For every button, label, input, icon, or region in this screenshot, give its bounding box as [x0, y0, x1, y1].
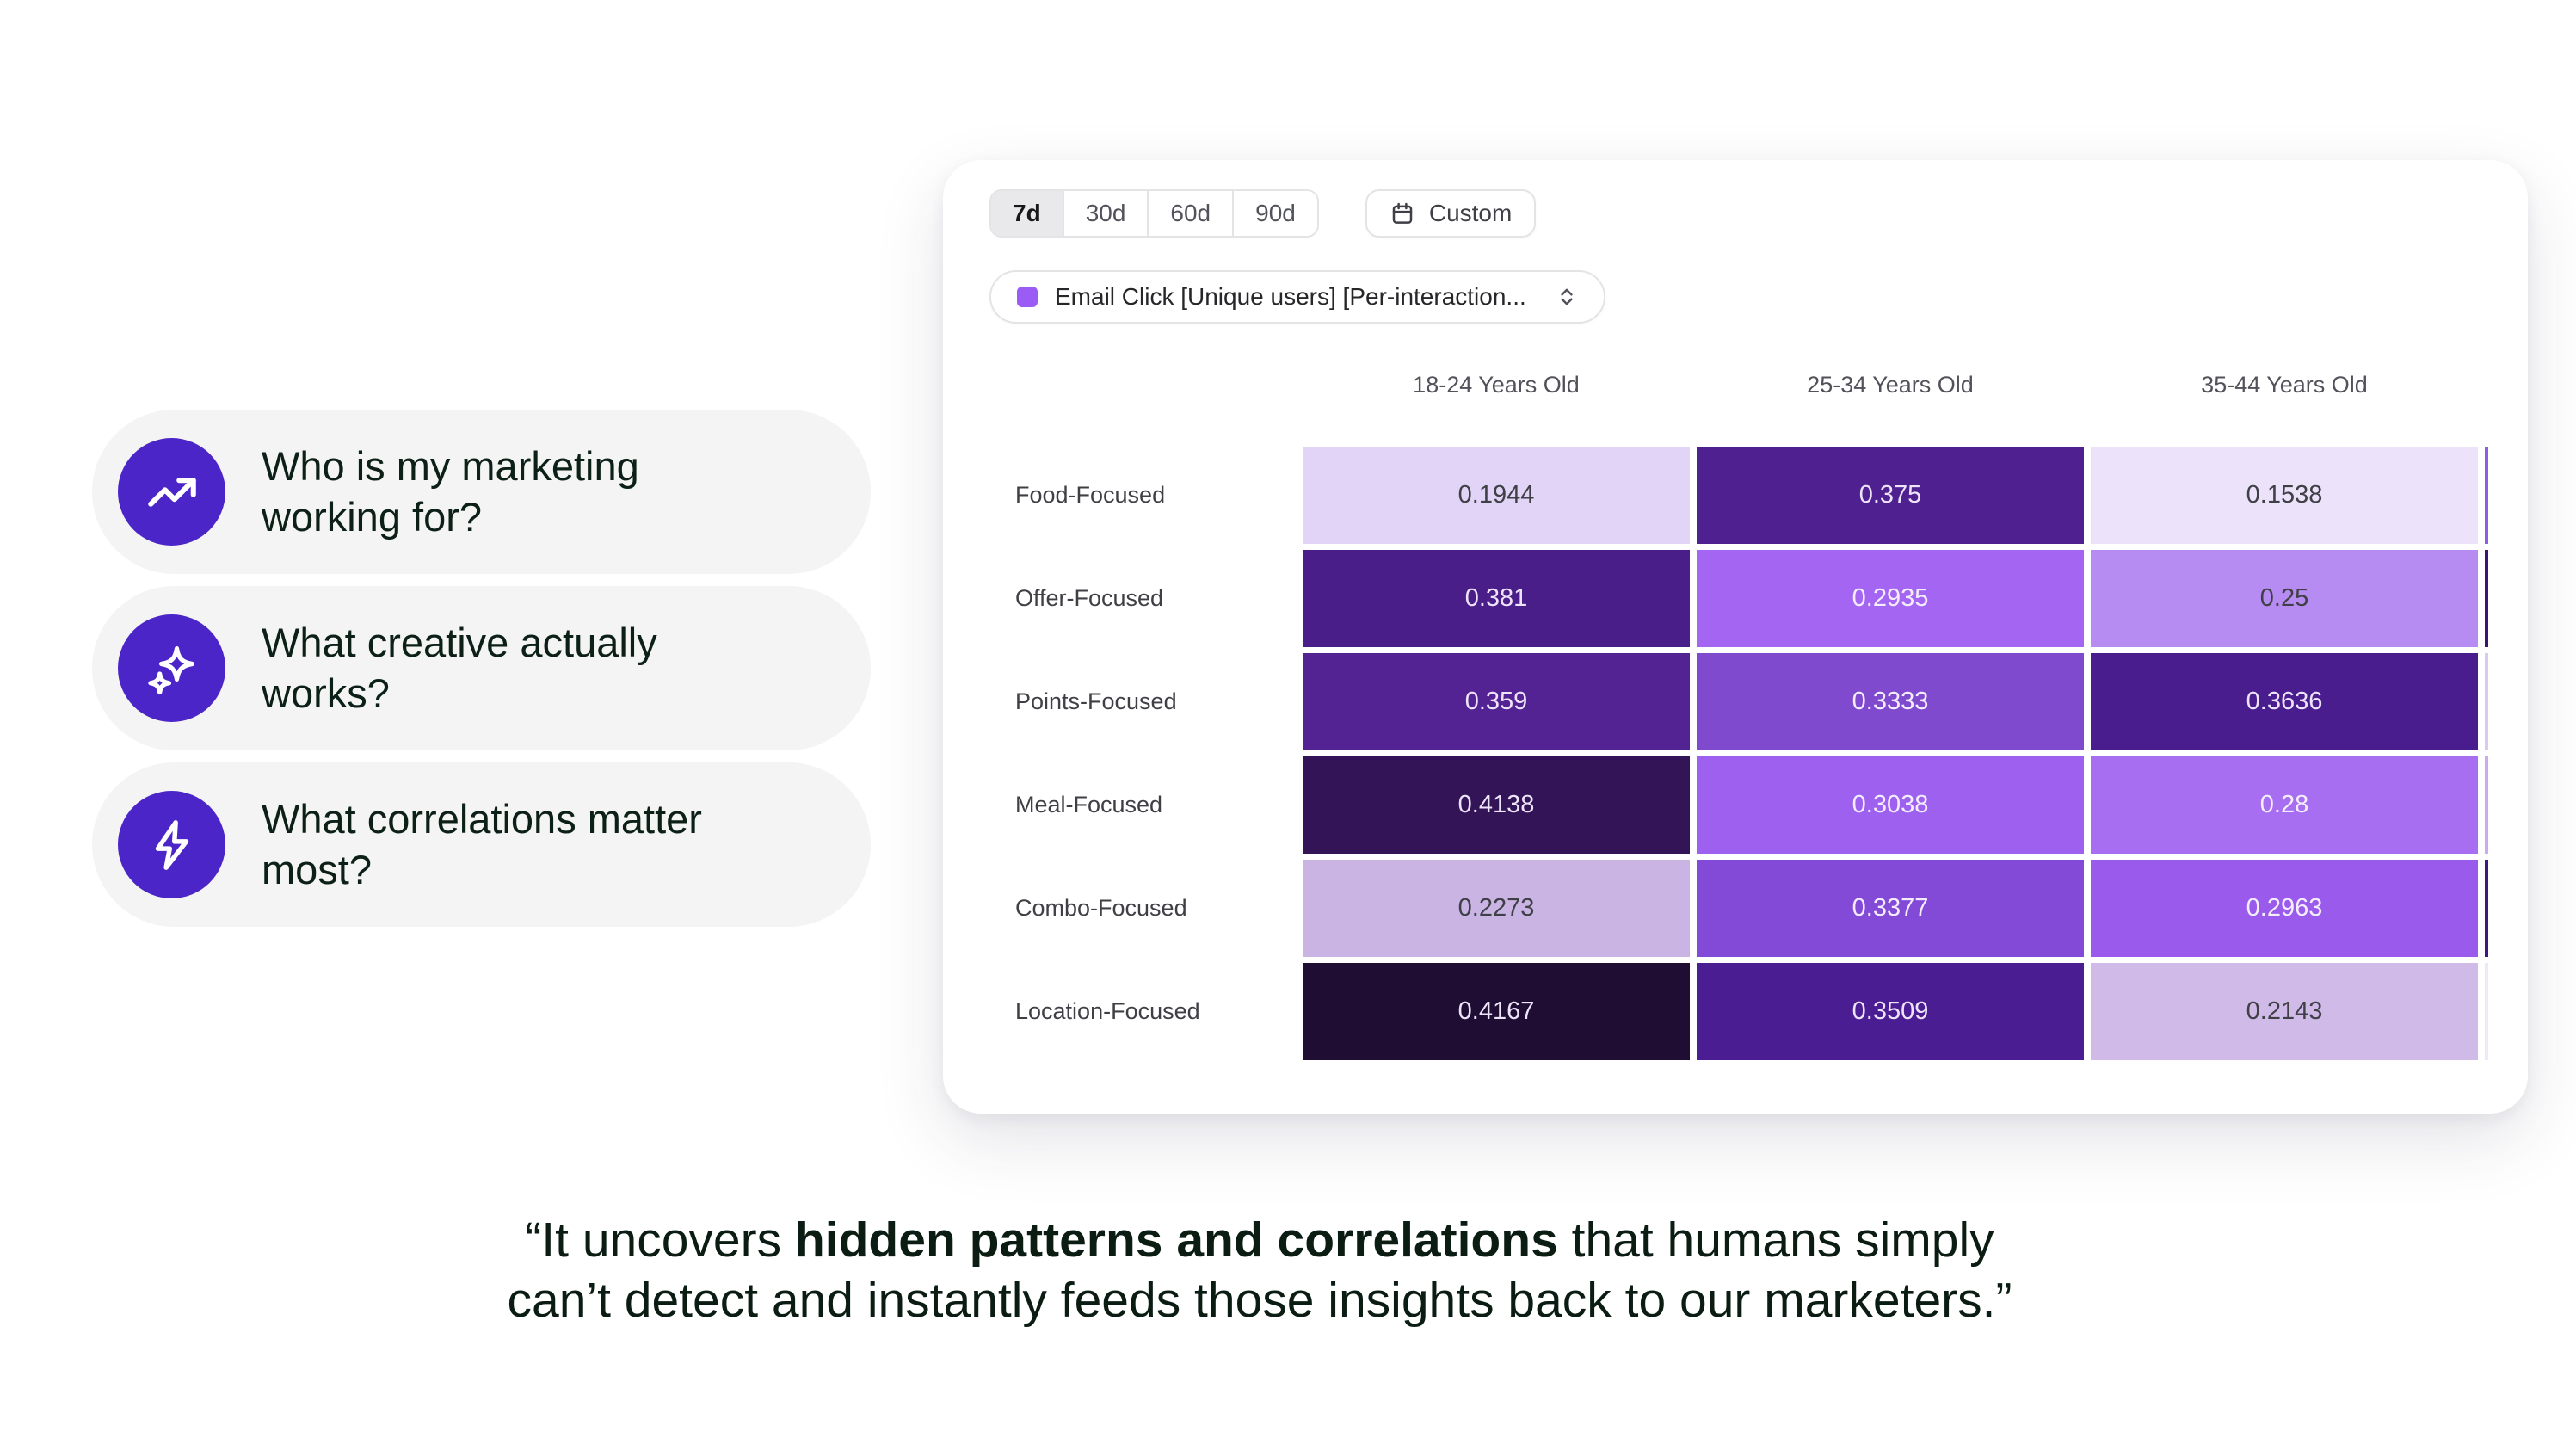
metric-dropdown-label: Email Click [Unique users] [Per-interact… — [1055, 283, 1526, 310]
metric-dropdown[interactable]: Email Click [Unique users] [Per-interact… — [989, 270, 1605, 324]
heatmap-cell[interactable]: 0.3509 — [1697, 963, 2084, 1060]
heatmap-cell[interactable]: 0.2963 — [2091, 860, 2478, 957]
heatmap-cell[interactable]: 0.381 — [1303, 550, 1690, 647]
lightning-icon — [118, 791, 225, 898]
heatmap-cell[interactable]: 0.28 — [2091, 756, 2478, 854]
heatmap-row: Combo-Focused 0.2273 0.3377 0.2963 — [989, 860, 2488, 957]
heatmap-cell[interactable]: 0.2935 — [1697, 550, 2084, 647]
heatmap-cell[interactable]: 0.359 — [1303, 653, 1690, 750]
heatmap-row: Location-Focused 0.4167 0.3509 0.2143 — [989, 963, 2488, 1060]
question-pill-audience[interactable]: Who is my marketing working for? — [92, 410, 871, 574]
heatmap-cell[interactable]: 0.1538 — [2091, 447, 2478, 544]
heatmap: 18-24 Years Old 25-34 Years Old 35-44 Ye… — [989, 324, 2488, 1060]
heatmap-cell-clipped — [2485, 860, 2488, 957]
time-range-selector: 7d 30d 60d 90d — [989, 189, 1319, 238]
column-header: 35-44 Years Old — [2201, 372, 2368, 398]
time-controls: 7d 30d 60d 90d Custom — [989, 189, 2481, 238]
time-range-option-90d[interactable]: 90d — [1232, 191, 1317, 236]
heatmap-corner — [989, 372, 1296, 398]
row-label: Meal-Focused — [1015, 792, 1163, 818]
heatmap-cell[interactable]: 0.2273 — [1303, 860, 1690, 957]
heatmap-cell[interactable]: 0.3636 — [2091, 653, 2478, 750]
sparkles-icon — [118, 614, 225, 722]
heatmap-cell[interactable]: 0.3333 — [1697, 653, 2084, 750]
heatmap-cell[interactable]: 0.4138 — [1303, 756, 1690, 854]
question-pill-creative[interactable]: What creative actually works? — [92, 586, 871, 750]
heatmap-body: Food-Focused 0.1944 0.375 0.1538 Offer-Focus… — [989, 447, 2488, 1060]
analytics-card: 7d 30d 60d 90d Custom Email Click [Uniqu… — [943, 160, 2528, 1114]
heatmap-cell[interactable]: 0.2143 — [2091, 963, 2478, 1060]
heatmap-row: Offer-Focused 0.381 0.2935 0.25 — [989, 550, 2488, 647]
row-label: Offer-Focused — [1015, 585, 1164, 611]
calendar-icon — [1390, 201, 1415, 226]
heatmap-cell[interactable]: 0.1944 — [1303, 447, 1690, 544]
metric-color-swatch — [1017, 287, 1038, 307]
time-range-option-7d[interactable]: 7d — [991, 191, 1063, 236]
custom-range-button[interactable]: Custom — [1365, 189, 1537, 238]
custom-range-label: Custom — [1428, 200, 1513, 226]
quote-text: “It uncovers hidden patterns and correla… — [507, 1213, 2012, 1329]
customer-quote: “It uncovers hidden patterns and correla… — [0, 1210, 2576, 1330]
column-header: 18-24 Years Old — [1413, 372, 1580, 398]
heatmap-header-row: 18-24 Years Old 25-34 Years Old 35-44 Ye… — [989, 372, 2488, 398]
question-label: What creative actually works? — [262, 620, 657, 716]
heatmap-cell[interactable]: 0.4167 — [1303, 963, 1690, 1060]
column-header: 25-34 Years Old — [1807, 372, 1974, 398]
trending-up-icon — [118, 438, 225, 546]
heatmap-cell-clipped — [2485, 550, 2488, 647]
time-range-option-30d[interactable]: 30d — [1062, 191, 1148, 236]
heatmap-cell-clipped — [2485, 756, 2488, 854]
questions-list: Who is my marketing working for? What cr… — [92, 410, 871, 927]
heatmap-cell-clipped — [2485, 653, 2488, 750]
heatmap-cell[interactable]: 0.3377 — [1697, 860, 2084, 957]
row-label: Combo-Focused — [1015, 895, 1187, 921]
heatmap-row: Meal-Focused 0.4138 0.3038 0.28 — [989, 756, 2488, 854]
column-header-clipped — [2485, 372, 2488, 398]
heatmap-cell[interactable]: 0.25 — [2091, 550, 2478, 647]
row-label: Location-Focused — [1015, 998, 1200, 1024]
heatmap-row: Food-Focused 0.1944 0.375 0.1538 — [989, 447, 2488, 544]
heatmap-cell-clipped — [2485, 963, 2488, 1060]
heatmap-row: Points-Focused 0.359 0.3333 0.3636 — [989, 653, 2488, 750]
row-label: Points-Focused — [1015, 688, 1177, 714]
heatmap-cell[interactable]: 0.375 — [1697, 447, 2084, 544]
row-label: Food-Focused — [1015, 482, 1166, 508]
question-label: What correlations matter most? — [262, 796, 702, 892]
heatmap-cell-clipped — [2485, 447, 2488, 544]
chevron-updown-icon — [1556, 286, 1578, 308]
time-range-option-60d[interactable]: 60d — [1147, 191, 1232, 236]
question-label: Who is my marketing working for? — [262, 443, 639, 540]
question-pill-correlations[interactable]: What correlations matter most? — [92, 762, 871, 927]
heatmap-cell[interactable]: 0.3038 — [1697, 756, 2084, 854]
